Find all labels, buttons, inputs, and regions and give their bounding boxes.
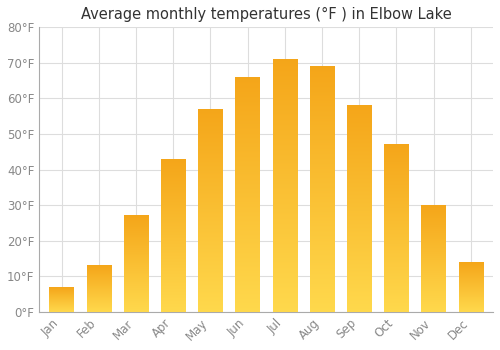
Title: Average monthly temperatures (°F ) in Elbow Lake: Average monthly temperatures (°F ) in El… (80, 7, 452, 22)
